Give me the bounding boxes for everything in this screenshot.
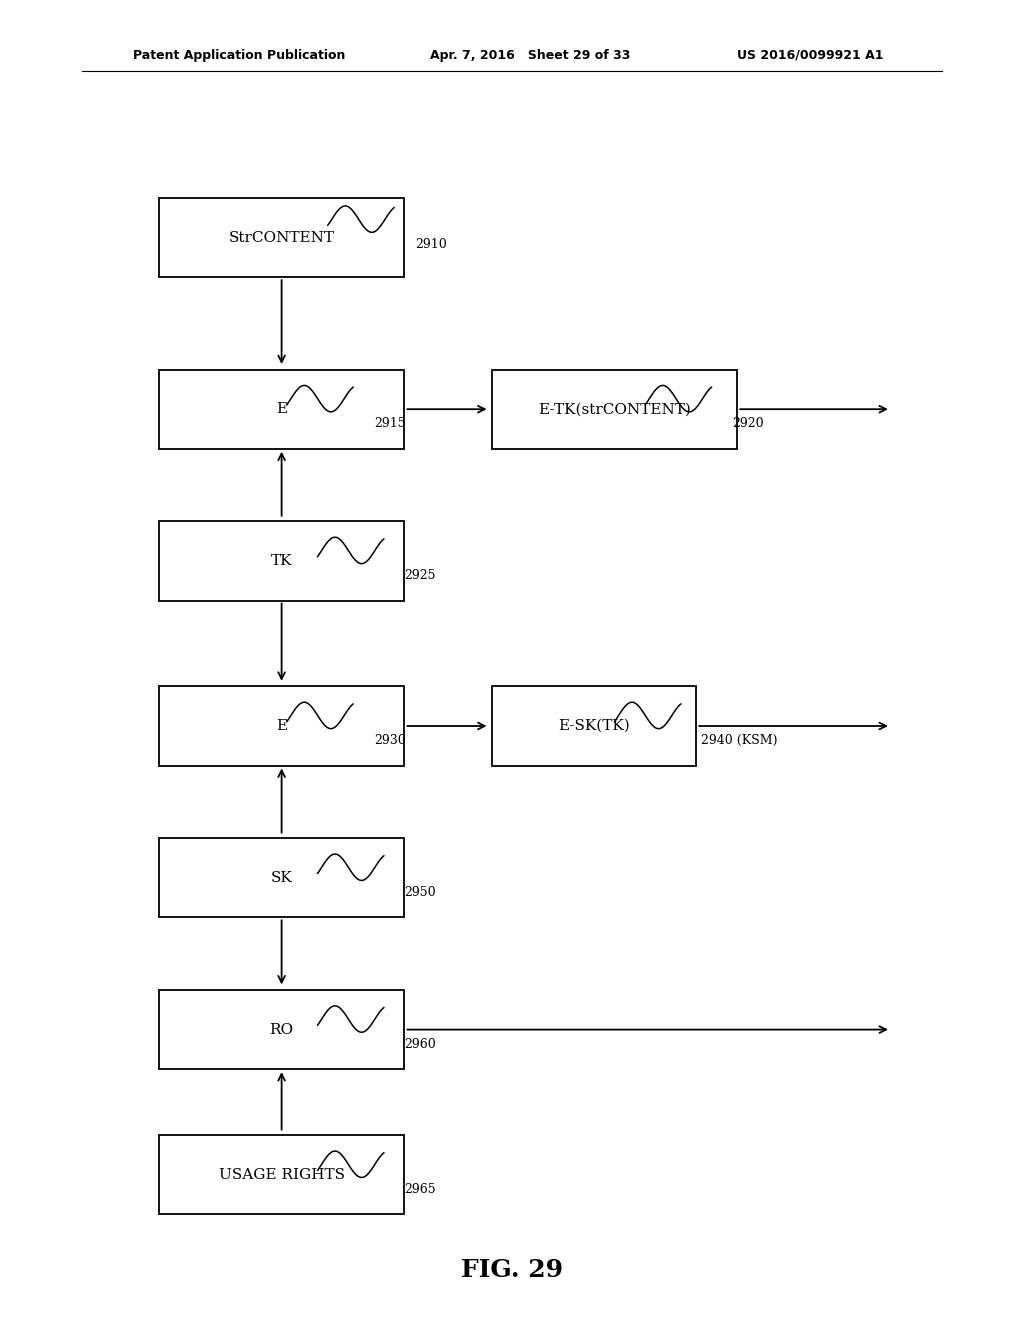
Text: E-TK(strCONTENT): E-TK(strCONTENT) [538, 403, 691, 416]
Text: E-SK(TK): E-SK(TK) [558, 719, 630, 733]
Text: 2925: 2925 [404, 569, 436, 582]
Text: SK: SK [270, 871, 293, 884]
Text: TK: TK [271, 554, 292, 568]
Text: 2910: 2910 [415, 238, 446, 251]
Text: 2930: 2930 [374, 734, 406, 747]
Bar [159, 838, 404, 917]
Text: StrCONTENT: StrCONTENT [228, 231, 335, 244]
Text: 2940 (KSM): 2940 (KSM) [701, 734, 778, 747]
Bar [159, 990, 404, 1069]
Bar [159, 1135, 404, 1214]
Bar [492, 686, 696, 766]
Text: 2960: 2960 [404, 1038, 436, 1051]
Text: RO: RO [269, 1023, 294, 1036]
Bar [159, 521, 404, 601]
Bar [159, 686, 404, 766]
Text: FIG. 29: FIG. 29 [461, 1258, 563, 1282]
Bar [159, 370, 404, 449]
Text: USAGE RIGHTS: USAGE RIGHTS [218, 1168, 345, 1181]
Text: Apr. 7, 2016   Sheet 29 of 33: Apr. 7, 2016 Sheet 29 of 33 [430, 49, 631, 62]
Text: 2950: 2950 [404, 886, 436, 899]
Bar [159, 198, 404, 277]
Text: US 2016/0099921 A1: US 2016/0099921 A1 [737, 49, 884, 62]
Text: E: E [276, 719, 287, 733]
Text: E: E [276, 403, 287, 416]
Text: 2920: 2920 [732, 417, 764, 430]
Text: 2965: 2965 [404, 1183, 436, 1196]
Text: Patent Application Publication: Patent Application Publication [133, 49, 345, 62]
Bar [492, 370, 737, 449]
Text: 2915: 2915 [374, 417, 406, 430]
